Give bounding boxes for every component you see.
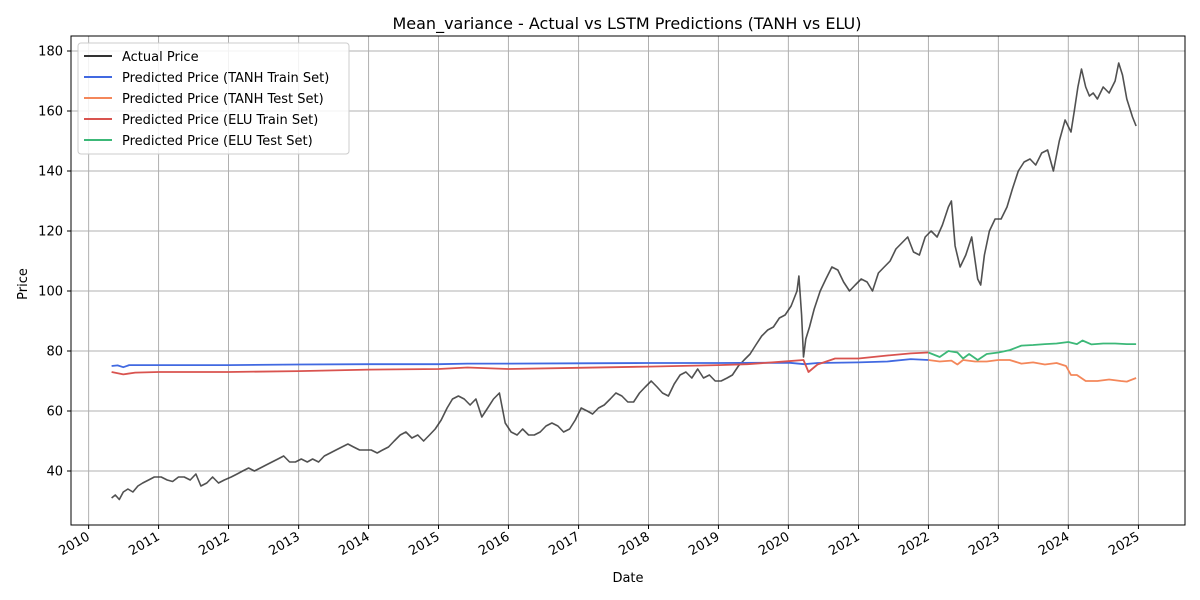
legend-label: Actual Price — [122, 50, 199, 65]
legend-box — [77, 42, 350, 155]
y-tick-label: 60 — [46, 405, 63, 420]
y-axis-ticks: 40 60 80 100 120 140 160 180 — [38, 45, 71, 480]
plot-area-frame — [70, 35, 1186, 526]
y-tick-label: 80 — [46, 345, 63, 360]
series-lines — [111, 62, 1137, 501]
chart-title: Mean_variance - Actual vs LSTM Predictio… — [392, 14, 861, 34]
y-tick-label: 40 — [46, 465, 63, 480]
series-line — [111, 351, 929, 376]
y-axis-title: Price — [16, 268, 31, 300]
y-tick-label: 140 — [38, 165, 63, 180]
y-tick-label: 160 — [38, 105, 63, 120]
legend-label: Predicted Price (ELU Train Set) — [122, 113, 318, 128]
legend-label: Predicted Price (ELU Test Set) — [122, 134, 313, 149]
y-tick-label: 120 — [38, 225, 63, 240]
x-axis-title: Date — [612, 571, 643, 586]
series-line — [111, 62, 1137, 501]
legend-label: Predicted Price (TANH Test Set) — [122, 92, 324, 107]
y-tick-label: 180 — [38, 45, 63, 60]
y-tick-label: 100 — [38, 285, 63, 300]
series-line — [111, 358, 929, 369]
series-line — [928, 359, 1137, 383]
legend-label: Predicted Price (TANH Train Set) — [122, 71, 329, 86]
legend: Actual Price Predicted Price (TANH Train … — [77, 42, 350, 155]
series-line — [928, 339, 1137, 361]
